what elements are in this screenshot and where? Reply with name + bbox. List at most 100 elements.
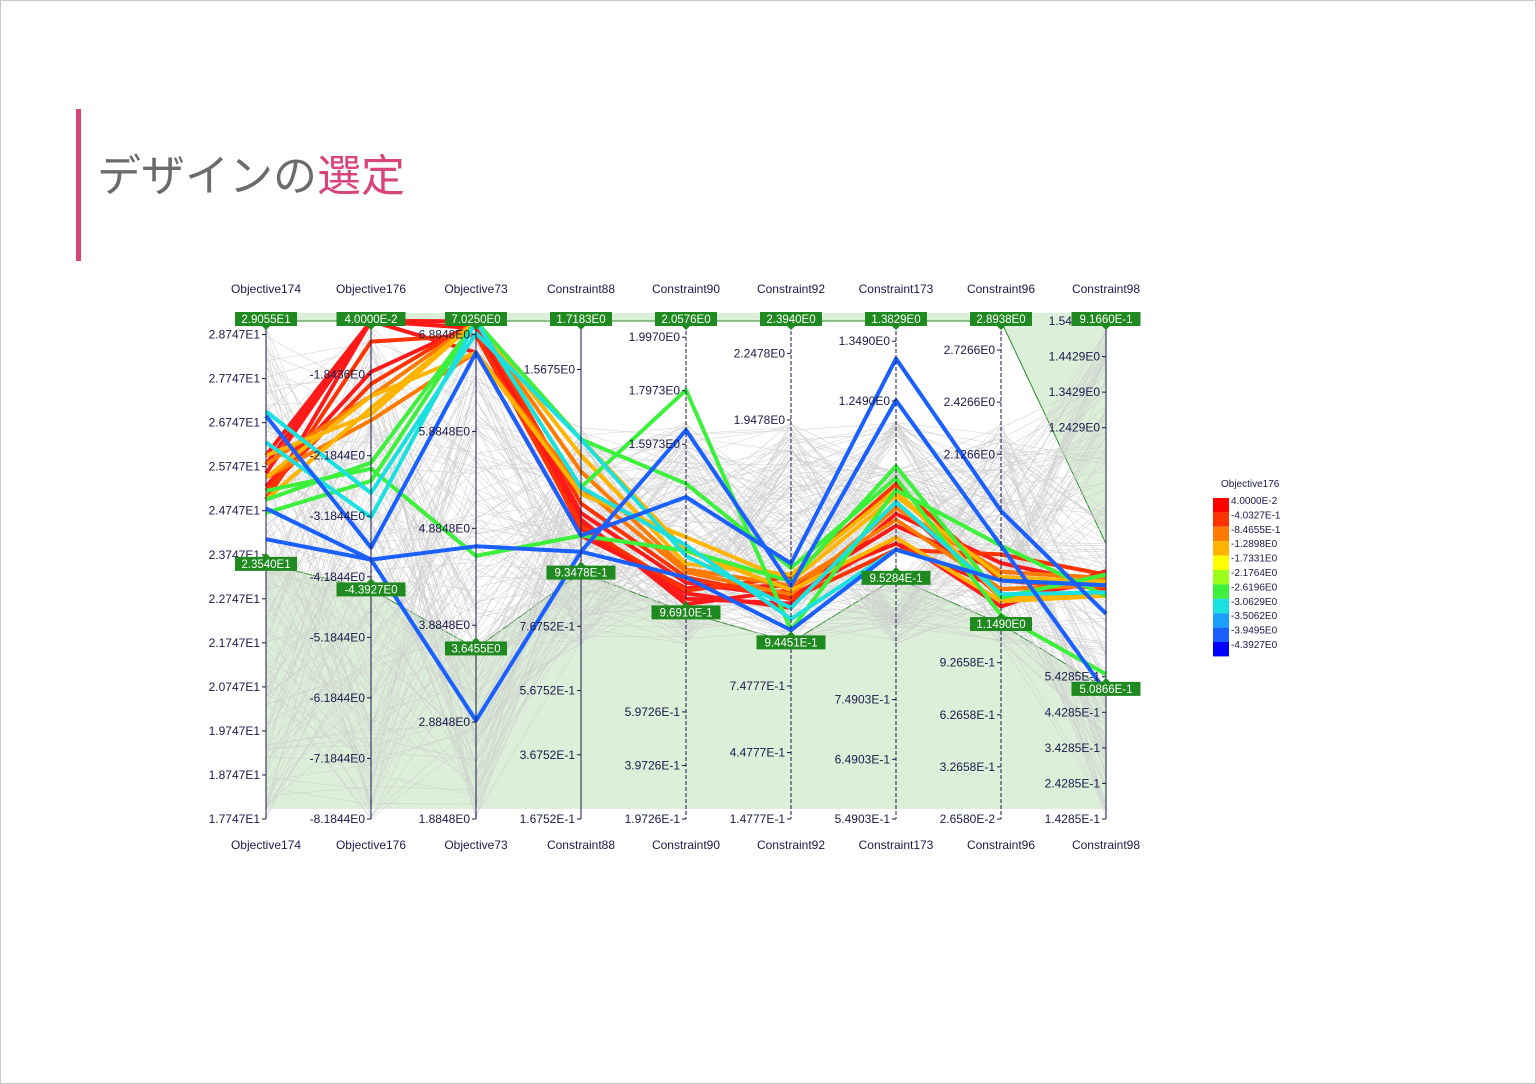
tick-label: 1.9478E0 (734, 413, 786, 427)
tick-label: 3.4285E-1 (1045, 741, 1101, 755)
axis-name-top: Constraint90 (652, 282, 720, 296)
tick-label: 6.2658E-1 (940, 708, 996, 722)
axis-name-bottom: Constraint96 (967, 838, 1035, 852)
filter-handle (787, 631, 795, 636)
filter-handle (577, 561, 585, 566)
filter-max-box-label: 2.8938E0 (976, 314, 1025, 326)
axis-name-bottom: Constraint92 (757, 838, 825, 852)
legend-title: Objective176 (1221, 479, 1280, 490)
design-line (265, 319, 1107, 633)
filter-min-box (445, 641, 507, 656)
tick-label: 2.1266E0 (944, 447, 996, 461)
tick-label: 3.2658E-1 (940, 760, 996, 774)
page-title: デザインの選定 (97, 147, 405, 207)
filter-min-box (651, 605, 721, 620)
filter-max-box (865, 312, 927, 326)
axis-name-top: Constraint92 (757, 282, 825, 296)
tick-label: 5.4285E-1 (1045, 670, 1101, 684)
tick-label: 3.6752E-1 (520, 748, 576, 762)
tick-label: -2.1844E0 (310, 449, 366, 463)
filter-max-box-label: 2.9055E1 (241, 314, 290, 326)
background-line (265, 432, 1107, 819)
filter-min-box-label: 2.3540E1 (241, 559, 290, 571)
tick-label: 2.4266E0 (944, 395, 996, 409)
filter-max-box-label: 1.3829E0 (871, 314, 920, 326)
axis-name-top: Objective73 (444, 282, 508, 296)
filter-max-box-label: 2.0576E0 (661, 314, 710, 326)
tick-label: 2.6580E-2 (940, 812, 996, 826)
filter-min-box-label: 9.5284E-1 (869, 573, 922, 585)
filter-handle (1102, 326, 1110, 330)
filter-max-box-label: 9.1660E-1 (1079, 314, 1132, 326)
filter-handle (472, 637, 480, 642)
tick-label: 1.8848E0 (419, 812, 471, 826)
filter-handle (262, 326, 270, 330)
legend-label: 4.0000E-2 (1231, 496, 1278, 507)
axis-name-bottom: Constraint88 (547, 838, 615, 852)
tick-label: 2.2747E1 (209, 592, 261, 606)
background-line (265, 433, 1107, 775)
tick-label: 2.8848E0 (419, 715, 471, 729)
tick-label: 2.4285E-1 (1045, 776, 1101, 790)
tick-label: 2.7747E1 (209, 372, 261, 386)
legend-label: -8.4655E-1 (1231, 525, 1281, 536)
axis-name-top: Objective174 (231, 282, 301, 296)
axis-name-bottom: Objective73 (444, 838, 508, 852)
filter-handle (472, 326, 480, 330)
filter-max-box (1071, 312, 1141, 326)
legend-swatch (1213, 613, 1229, 628)
tick-label: 2.5747E1 (209, 460, 261, 474)
filter-min-box (235, 556, 297, 571)
filter-handle (577, 326, 585, 330)
filter-handle (892, 326, 900, 330)
legend-swatch (1213, 570, 1229, 585)
filter-max-box (235, 312, 297, 326)
filter-min-box (861, 570, 931, 585)
tick-label: 1.4777E-1 (730, 812, 786, 826)
tick-label: 1.3429E0 (1049, 385, 1101, 399)
tick-label: 4.8848E0 (419, 521, 471, 535)
legend-label: -4.0327E-1 (1231, 510, 1281, 521)
tick-label: -5.1844E0 (310, 630, 366, 644)
tick-label: -6.1844E0 (310, 691, 366, 705)
tick-label: 5.4903E-1 (835, 812, 891, 826)
tick-label: 1.9747E1 (209, 724, 261, 738)
tick-label: 1.4285E-1 (1045, 812, 1101, 826)
filter-min-box (1071, 681, 1141, 696)
filter-min-box-label: 5.0866E-1 (1079, 684, 1132, 696)
filter-min-box (336, 582, 406, 597)
filter-min-box-label: 9.3478E-1 (554, 568, 607, 580)
legend-swatch (1213, 498, 1229, 513)
filter-handle (262, 552, 270, 557)
filter-handle (892, 566, 900, 571)
filter-handle (682, 326, 690, 330)
tick-label: 5.9726E-1 (625, 705, 681, 719)
legend-label: -3.5062E0 (1231, 611, 1278, 622)
highlighted-lines (264, 319, 1108, 723)
filter-min-box-label: -4.3927E0 (344, 584, 397, 596)
tick-label: 6.4903E-1 (835, 752, 891, 766)
background-line (265, 447, 1107, 700)
filter-max-box (445, 312, 507, 326)
background-line (265, 426, 1107, 810)
legend-swatch (1213, 584, 1229, 599)
legend-label: -4.3927E0 (1231, 640, 1278, 651)
tick-label: 5.6752E-1 (520, 684, 576, 698)
filter-min-box-label: 1.1490E0 (976, 619, 1025, 631)
tick-label: 3.8848E0 (419, 618, 471, 632)
filter-handle (997, 326, 1005, 330)
tick-label: 1.2429E0 (1049, 421, 1101, 435)
filter-max-box (550, 312, 612, 326)
filter-handle (787, 326, 795, 330)
tick-label: 1.5973E0 (629, 437, 681, 451)
tick-label: 9.2658E-1 (940, 656, 996, 670)
legend-label: -3.9495E0 (1231, 626, 1278, 637)
tick-label: 5.8848E0 (419, 424, 471, 438)
tick-label: 1.9726E-1 (625, 812, 681, 826)
legend-label: -2.1764E0 (1231, 568, 1278, 579)
title-accent-bar (76, 109, 81, 261)
tick-label: -4.1844E0 (310, 570, 366, 584)
design-line (264, 319, 1107, 609)
axis-name-bottom: Objective176 (336, 838, 406, 852)
tick-label: 2.4747E1 (209, 504, 261, 518)
